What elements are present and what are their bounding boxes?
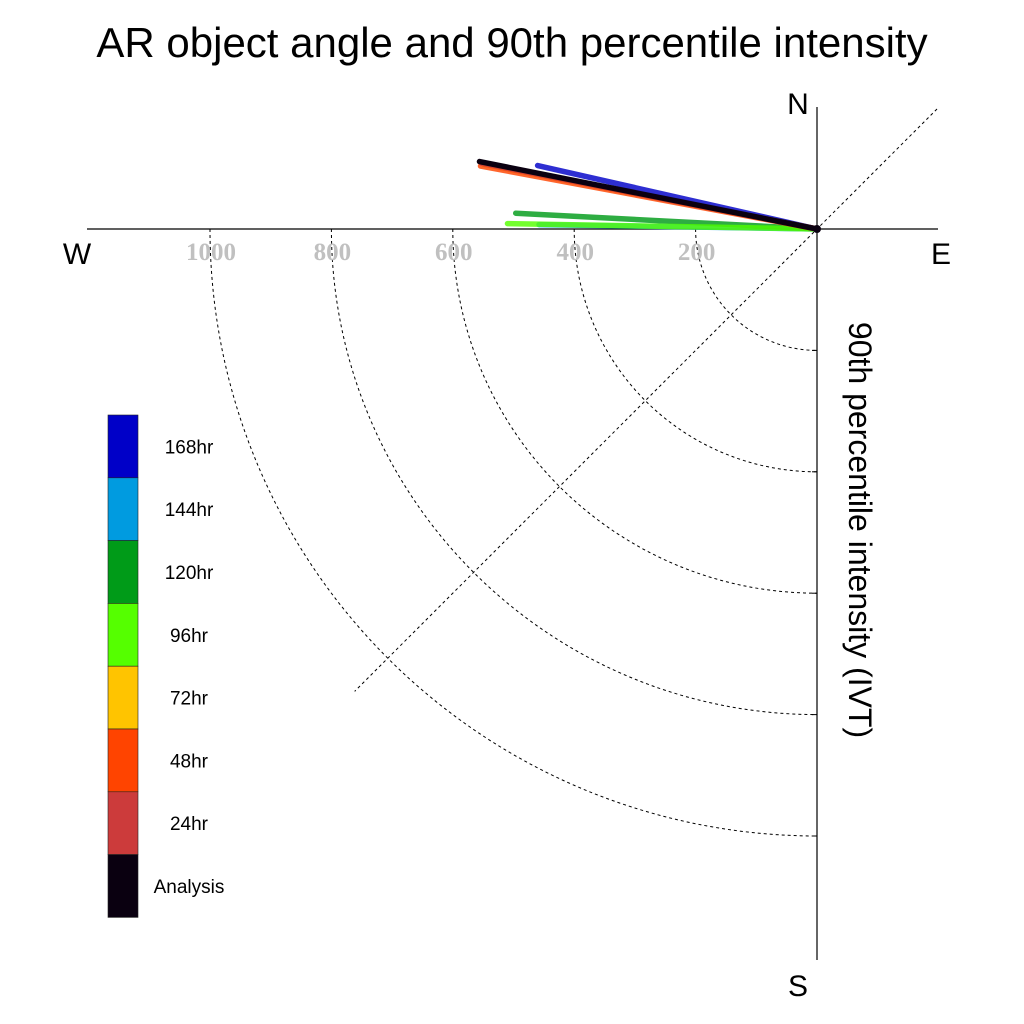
legend-swatch-144hr	[107, 477, 139, 541]
radial-ring-200	[695, 228, 818, 351]
legend-label-48hr: 48hr	[170, 751, 209, 772]
vector-96hr	[504, 220, 820, 232]
legend-label-96hr: 96hr	[170, 626, 209, 647]
legend-swatch-analysis	[107, 854, 139, 918]
legend-label-144hr: 144hr	[165, 500, 214, 521]
legend-label-120hr: 120hr	[165, 563, 214, 584]
tick-label-600: 600	[435, 239, 473, 266]
legend-swatch-24hr	[107, 791, 139, 855]
legend-swatch-48hr	[107, 728, 139, 793]
radial-tick-labels: 200 400 600 800 1000	[186, 239, 715, 266]
legend-label-168hr: 168hr	[165, 437, 214, 458]
tick-label-1000: 1000	[186, 239, 236, 266]
legend-label-analysis: Analysis	[154, 877, 225, 898]
legend-swatch-120hr	[107, 540, 139, 604]
diagonal-gridline	[354, 108, 938, 692]
origin-point	[813, 225, 821, 233]
legend-label-24hr: 24hr	[170, 814, 209, 835]
legend-swatch-72hr	[107, 665, 139, 730]
tick-label-200: 200	[678, 239, 716, 266]
compass-north-label: N	[787, 88, 809, 121]
legend: 168hr 144hr 120hr 96hr 72hr 48hr 24hr Analysis	[107, 414, 225, 918]
legend-swatch-96hr	[107, 603, 139, 667]
compass-south-label: S	[788, 970, 808, 1003]
tick-label-400: 400	[556, 239, 594, 266]
vector-analysis	[476, 158, 820, 232]
polar-grid	[209, 108, 938, 837]
chart-title: AR object angle and 90th percentile inte…	[96, 19, 927, 66]
compass-west-label: W	[63, 238, 92, 271]
radial-ring-400	[573, 228, 818, 473]
y-axis-label: 90th percentile intensity (IVT)	[842, 322, 878, 738]
legend-swatch-168hr	[107, 414, 139, 479]
radial-ring-800	[330, 228, 818, 716]
radial-ring-600	[452, 228, 818, 594]
forecast-vectors	[476, 158, 821, 233]
tick-label-800: 800	[314, 239, 352, 266]
legend-label-72hr: 72hr	[170, 689, 209, 710]
compass-east-label: E	[931, 238, 951, 271]
